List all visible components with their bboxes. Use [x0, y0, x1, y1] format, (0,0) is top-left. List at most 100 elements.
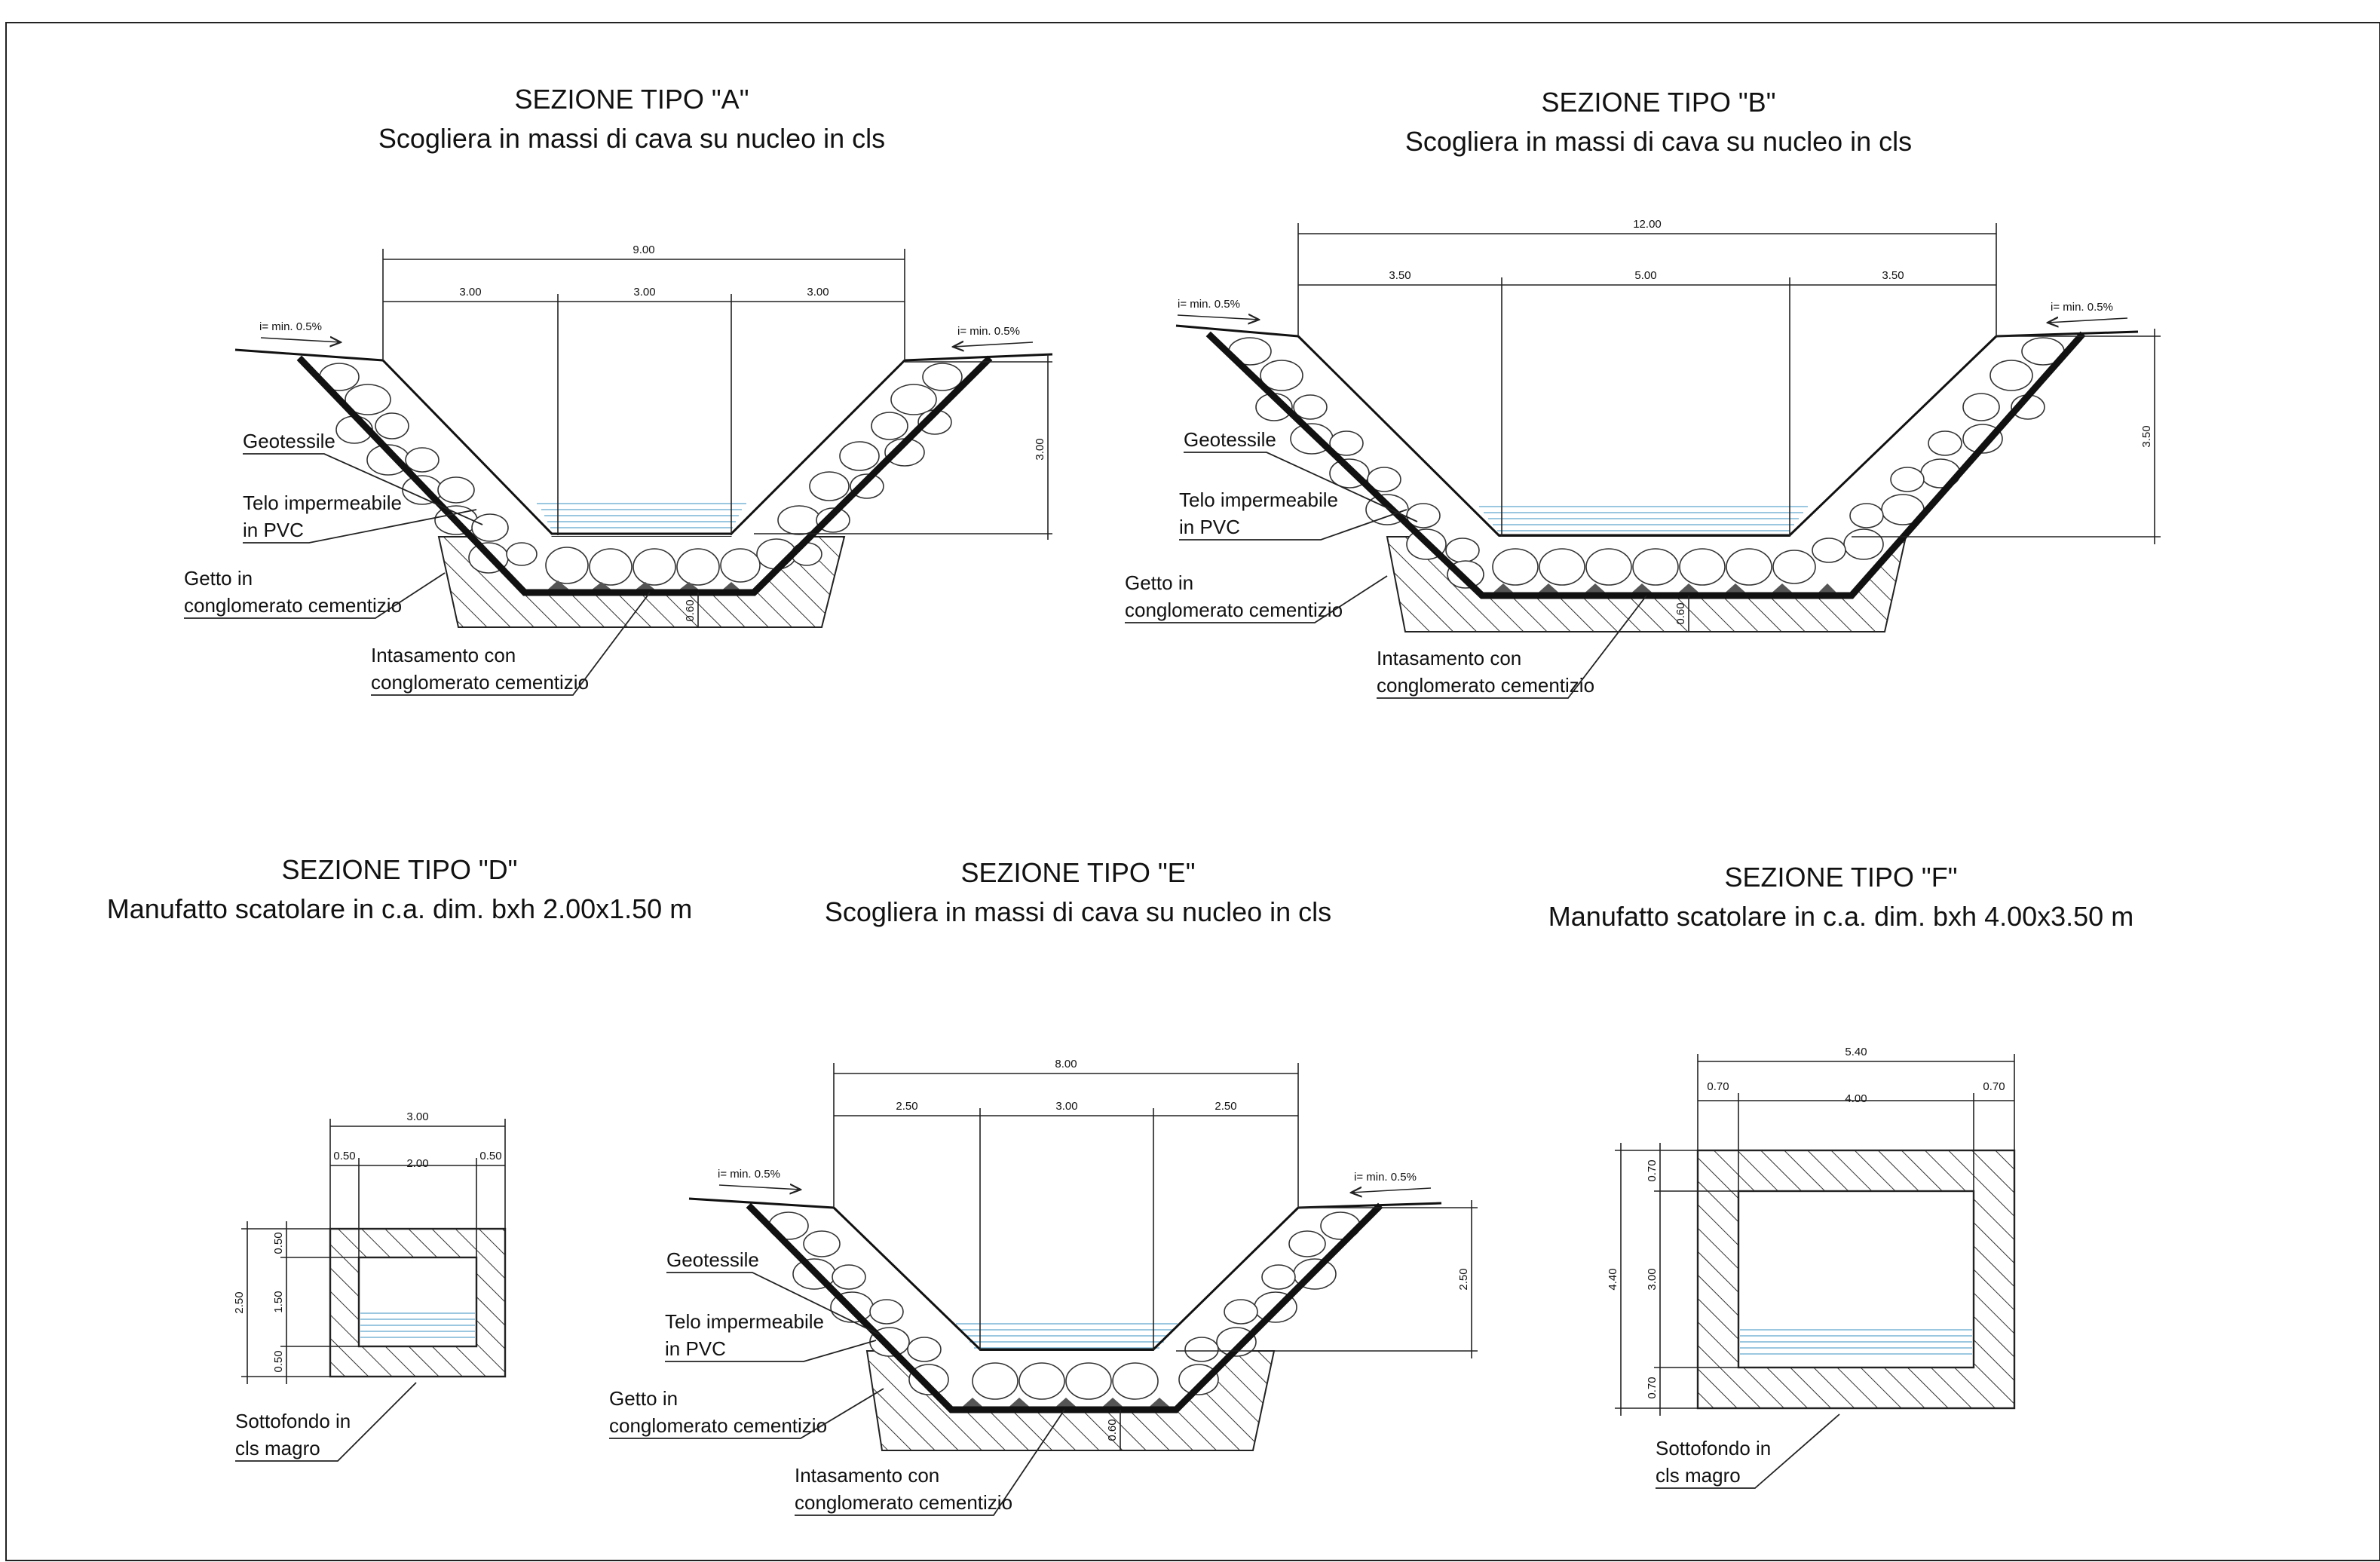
section-e-slope-right-arrow: [1351, 1188, 1432, 1193]
svg-text:0.50: 0.50: [272, 1232, 285, 1254]
section-a-label-intasamento-1: Intasamento con: [371, 644, 516, 666]
svg-text:3.00: 3.00: [406, 1110, 428, 1123]
section-b-ground-left: [1175, 324, 1299, 338]
section-b-label-getto-2: conglomerato cementizio: [1125, 599, 1343, 621]
section-f: SEZIONE TIPO "F" Manufatto scatolare in …: [1548, 862, 2133, 1489]
svg-text:0.70: 0.70: [1707, 1080, 1729, 1093]
section-a-slope-left-label: i= min. 0.5%: [259, 320, 322, 333]
section-d-label-sottofondo-1: Sottofondo in: [235, 1410, 351, 1432]
svg-text:2.50: 2.50: [896, 1100, 917, 1113]
svg-text:3.00: 3.00: [1646, 1268, 1659, 1290]
svg-text:3.00: 3.00: [1034, 438, 1046, 460]
section-f-subtitle: Manufatto scatolare in c.a. dim. bxh 4.0…: [1548, 901, 2133, 932]
section-e-title: SEZIONE TIPO "E": [961, 857, 1196, 888]
section-b: SEZIONE TIPO "B" Scogliera in massi di c…: [1125, 87, 2161, 699]
svg-text:3.00: 3.00: [459, 286, 481, 299]
section-f-dimensions: 5.40 0.70 4.00 0.70 4.40 0.70 3.00 0.70: [1607, 1046, 2015, 1416]
svg-text:0.70: 0.70: [1646, 1159, 1659, 1181]
sheet-frame: [5, 22, 2380, 1561]
section-d-box-opening: [357, 1256, 478, 1348]
section-b-slope-right-label: i= min. 0.5%: [2051, 301, 2113, 314]
section-e-ground-right: [1297, 1202, 1442, 1209]
section-b-title: SEZIONE TIPO "B": [1542, 87, 1776, 118]
svg-text:0.60: 0.60: [1674, 602, 1687, 624]
section-a-liner: [296, 355, 993, 596]
section-b-liner: [1205, 331, 2086, 599]
section-e-channel-fill: [751, 1208, 1378, 1410]
section-e-channel-outline: [832, 1206, 1300, 1351]
svg-text:2.50: 2.50: [233, 1291, 246, 1313]
section-a-ground-left: [234, 348, 384, 362]
svg-text:2.00: 2.00: [406, 1157, 428, 1170]
section-a-slope-right-arrow: [953, 342, 1034, 347]
section-e-dimensions: 8.00 2.50 3.00 2.50 2.50 0.60: [833, 1058, 1478, 1450]
section-a-label-intasamento-2: conglomerato cementizio: [371, 671, 589, 694]
svg-text:5.00: 5.00: [1634, 269, 1656, 282]
section-d-water-level: [360, 1312, 475, 1338]
section-e-label-geotessile: Geotessile: [666, 1248, 759, 1271]
section-a-water-level: [537, 503, 746, 528]
section-a-title: SEZIONE TIPO "A": [515, 84, 749, 115]
section-a-subtitle: Scogliera in massi di cava su nucleo in …: [378, 123, 885, 154]
svg-text:3.00: 3.00: [807, 286, 829, 299]
section-e-slope-left-label: i= min. 0.5%: [718, 1168, 780, 1181]
section-e-label-intasamento-1: Intasamento con: [795, 1464, 939, 1487]
section-f-title: SEZIONE TIPO "F": [1725, 862, 1958, 893]
section-e-label-getto-1: Getto in: [609, 1387, 678, 1410]
section-a-label-getto-1: Getto in: [184, 567, 253, 590]
svg-text:0.50: 0.50: [272, 1350, 285, 1372]
section-d-subtitle: Manufatto scatolare in c.a. dim. bxh 2.0…: [107, 893, 692, 924]
svg-text:0.50: 0.50: [333, 1150, 355, 1162]
section-b-ground-right: [1996, 330, 2139, 338]
section-e-label-intasamento-2: conglomerato cementizio: [795, 1491, 1012, 1514]
svg-text:0.60: 0.60: [684, 599, 697, 621]
svg-text:3.50: 3.50: [2140, 425, 2153, 447]
section-e-ground-left: [688, 1197, 835, 1209]
section-d: SEZIONE TIPO "D" Manufatto scatolare in …: [107, 854, 692, 1462]
svg-text:3.00: 3.00: [1055, 1100, 1077, 1113]
section-a-label-getto-2: conglomerato cementizio: [184, 594, 402, 617]
section-b-label-intasamento-1: Intasamento con: [1377, 647, 1521, 669]
section-b-label-getto-1: Getto in: [1125, 571, 1193, 594]
section-e-label-telo-2: in PVC: [665, 1337, 726, 1360]
section-f-water-level: [1740, 1329, 1972, 1355]
section-d-label-sottofondo-2: cls magro: [235, 1437, 320, 1459]
section-f-label-sottofondo-1: Sottofondo in: [1656, 1437, 1771, 1459]
section-b-label-geotessile: Geotessile: [1184, 428, 1276, 451]
section-b-subtitle: Scogliera in massi di cava su nucleo in …: [1405, 126, 1912, 157]
section-b-slope-right-arrow: [2048, 318, 2128, 323]
section-b-label-telo-1: Telo impermeabile: [1179, 489, 1338, 511]
section-e-label-getto-2: conglomerato cementizio: [609, 1414, 827, 1437]
section-d-dimensions: 3.00 0.50 2.00 0.50 2.50 0.50 1.50 0.50: [233, 1110, 506, 1384]
section-b-rock-armor-left: [1228, 337, 1484, 589]
section-f-box-opening: [1737, 1190, 1975, 1369]
section-b-channel-outline: [1297, 335, 1998, 537]
section-b-label-telo-2: in PVC: [1179, 516, 1240, 538]
section-a-slope-right-label: i= min. 0.5%: [957, 325, 1020, 338]
section-b-rock-bed: [1490, 548, 1839, 596]
svg-text:0.60: 0.60: [1106, 1419, 1119, 1441]
section-e-rock-bed: [959, 1362, 1173, 1410]
section-b-slope-left-arrow: [1177, 315, 1259, 320]
section-e-slope-left-arrow: [718, 1185, 801, 1190]
svg-text:8.00: 8.00: [1055, 1058, 1077, 1070]
section-e-subtitle: Scogliera in massi di cava su nucleo in …: [825, 896, 1331, 927]
svg-text:2.50: 2.50: [1215, 1100, 1236, 1113]
svg-text:9.00: 9.00: [633, 243, 654, 256]
svg-text:3.50: 3.50: [1389, 269, 1411, 282]
section-e-label-telo-1: Telo impermeabile: [665, 1310, 824, 1333]
svg-text:0.50: 0.50: [479, 1150, 501, 1162]
section-b-rock-armor-right: [1812, 337, 2065, 563]
section-a: SEZIONE TIPO "A" Scogliera in massi di c…: [184, 84, 1053, 696]
section-a-ground-right: [904, 353, 1053, 362]
section-a-label-telo-2: in PVC: [243, 519, 304, 541]
section-d-title: SEZIONE TIPO "D": [282, 854, 518, 885]
svg-text:2.50: 2.50: [1457, 1268, 1470, 1290]
section-a-label-geotessile: Geotessile: [243, 430, 335, 452]
section-a-slope-left-arrow: [260, 338, 341, 342]
section-e-slope-right-label: i= min. 0.5%: [1354, 1171, 1417, 1184]
section-e-water-level: [956, 1323, 1178, 1349]
svg-text:0.70: 0.70: [1646, 1377, 1659, 1398]
section-e: SEZIONE TIPO "E" Scogliera in massi di c…: [609, 857, 1478, 1516]
